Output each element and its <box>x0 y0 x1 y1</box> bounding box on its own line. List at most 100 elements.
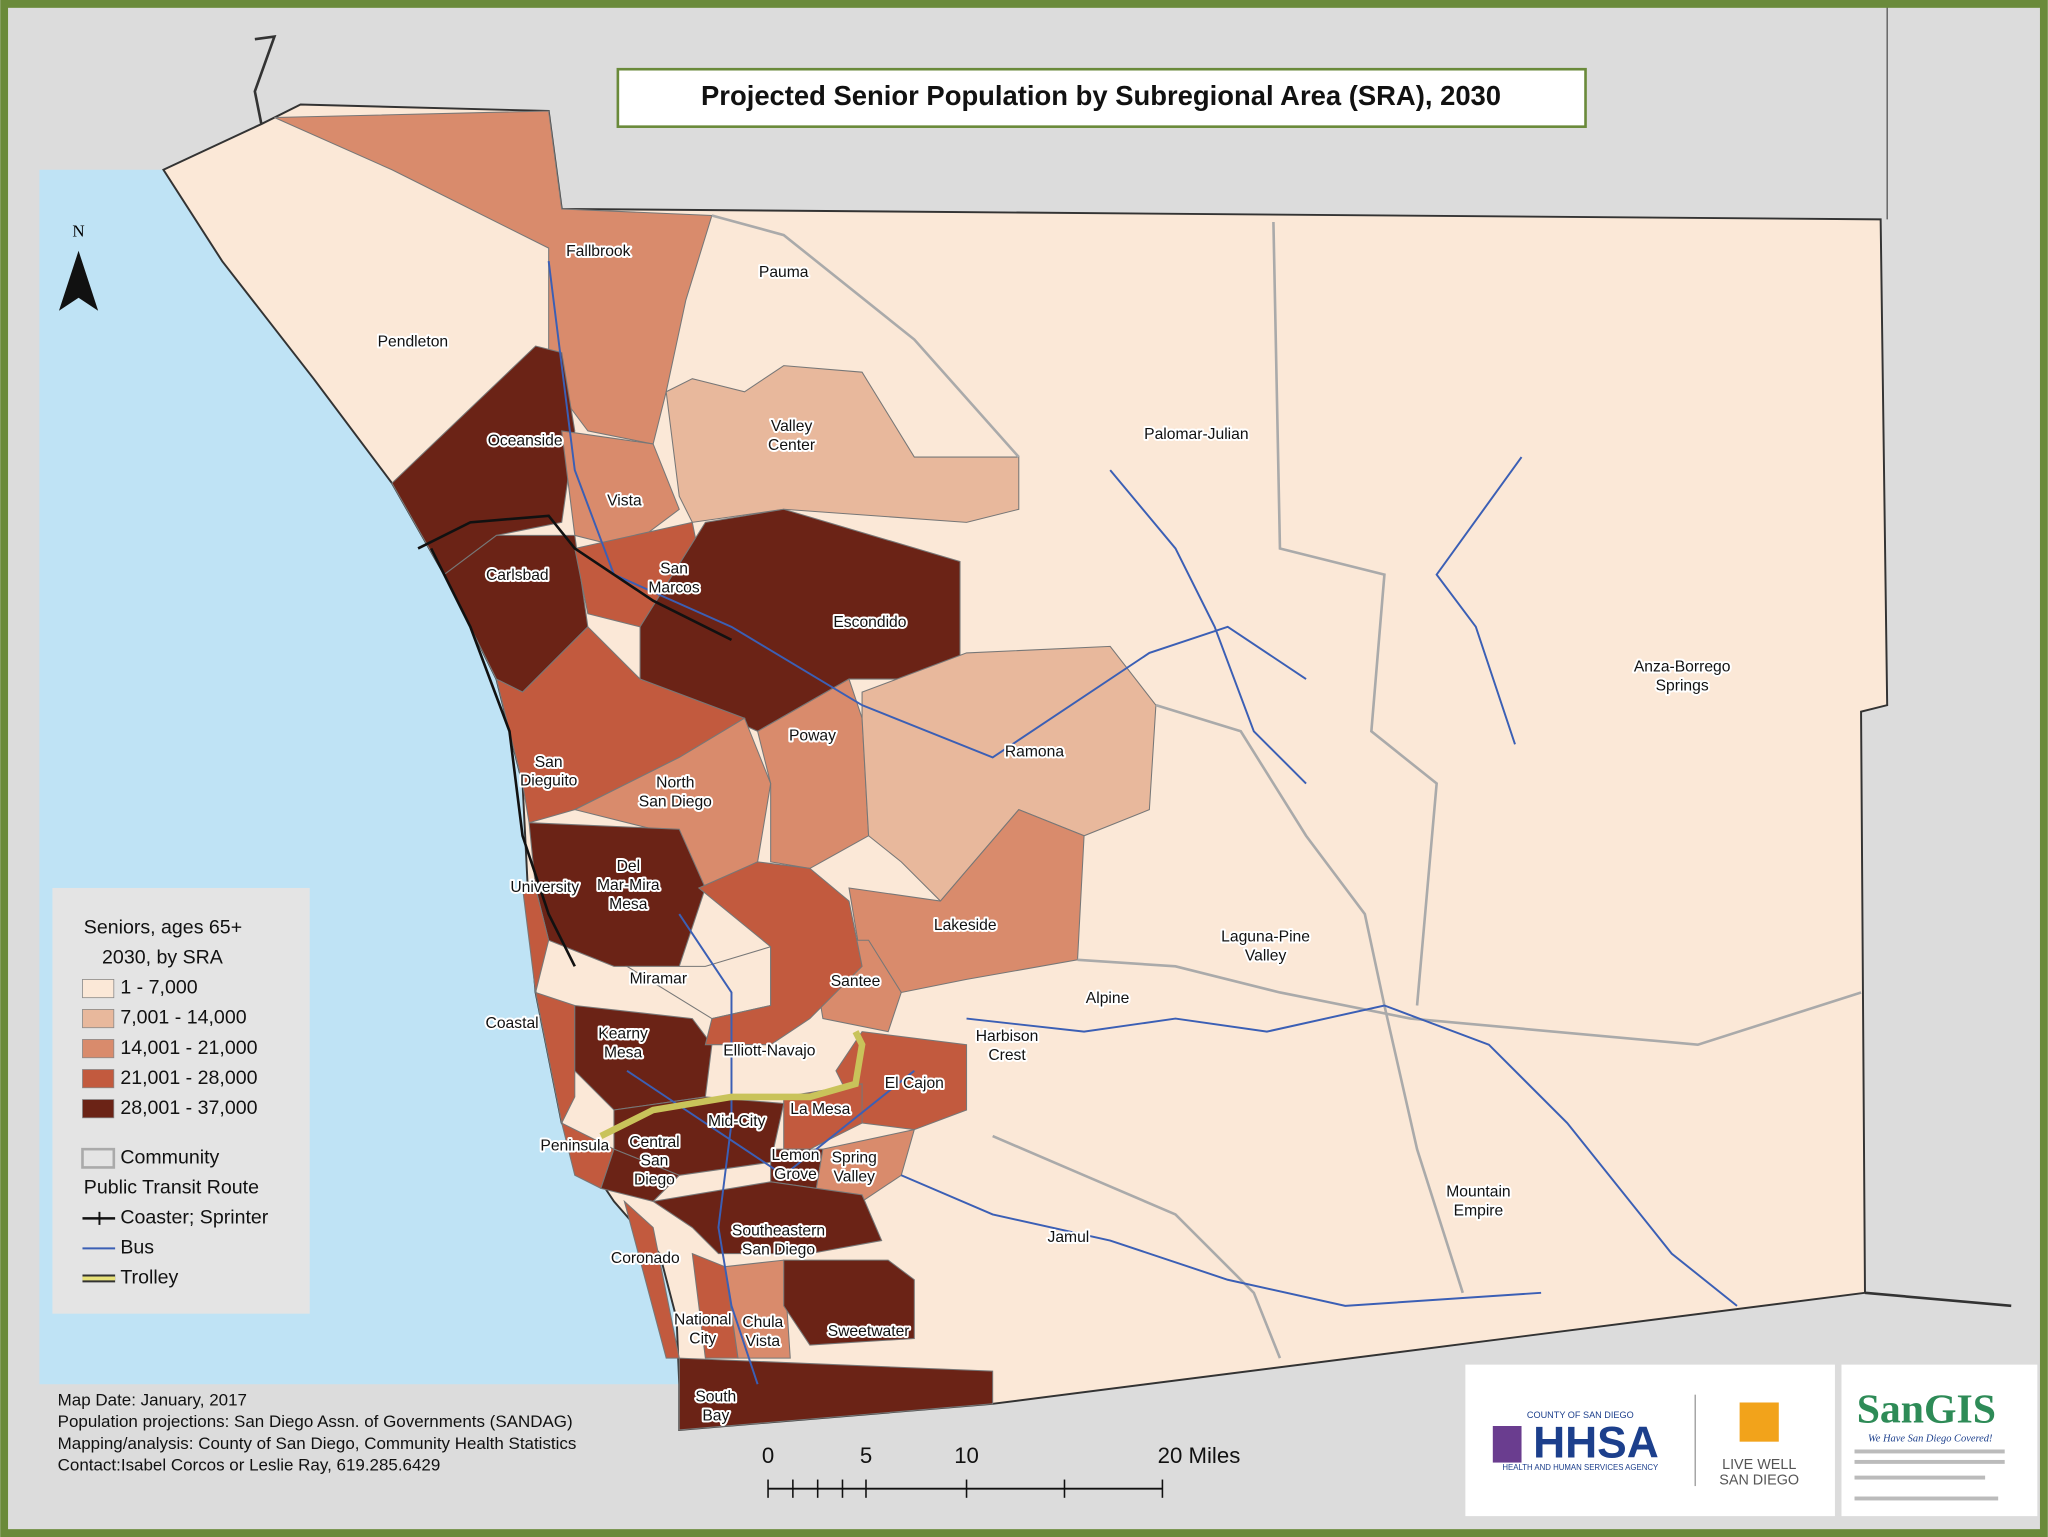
community-boundaries <box>711 214 1862 1359</box>
sra-label: Harbison <box>976 1028 1039 1045</box>
sra-label: Peninsula <box>540 1138 609 1155</box>
bus-routes <box>547 261 1738 1385</box>
sangis-tagline: We Have San Diego Covered! <box>1868 1433 1993 1444</box>
fineprint-line <box>1854 1449 2005 1454</box>
legend-swatch <box>82 979 115 999</box>
sra-label: Empire <box>1454 1202 1504 1219</box>
sra-label: San <box>660 560 688 577</box>
sra-label: Spring <box>832 1149 877 1166</box>
map-title: Projected Senior Population by Subregion… <box>701 80 1501 111</box>
live-well-icon <box>1739 1402 1779 1442</box>
sra-labels: Fallbrook Pauma Pendleton Valley Center Ocean… <box>376 241 1733 1426</box>
legend-swatch <box>82 1009 115 1029</box>
san-diego-text: SAN DIEGO <box>1719 1473 1799 1489</box>
sra-label: Dieguito <box>520 773 578 790</box>
scale-label: 5 <box>860 1443 872 1468</box>
sra-label: Laguna-Pine <box>1221 929 1310 946</box>
sra-label: San <box>535 754 563 771</box>
community-line <box>1155 703 1465 1294</box>
bus-route <box>1109 469 1307 785</box>
legend: Seniors, ages 65+ 2030, by SRA 1 - 7,000 7,… <box>52 887 310 1314</box>
sra-label: Coronado <box>611 1250 680 1267</box>
fineprint-line <box>1854 1475 1986 1480</box>
sra-label: Mesa <box>609 896 648 913</box>
sra-area <box>274 110 713 445</box>
legend-label: 21,001 - 28,000 <box>120 1067 257 1089</box>
sra-area <box>651 1181 883 1255</box>
sra-area <box>561 430 680 550</box>
trolley-route <box>599 1030 866 1140</box>
sra-label: Central <box>629 1134 679 1151</box>
community-line <box>992 1134 1282 1359</box>
sra-label: Mountain <box>1446 1183 1510 1200</box>
sangis-text: SanGIS <box>1857 1387 1996 1433</box>
sra-label: San <box>641 1153 669 1170</box>
county-text: COUNTY OF SAN DIEGO <box>1527 1410 1634 1420</box>
sra-label: Center <box>768 437 815 454</box>
legend-label: Bus <box>120 1237 154 1259</box>
fineprint-line <box>1854 1459 2005 1464</box>
sra-label: Oceanside <box>488 433 563 450</box>
sra-label: Jamul <box>1048 1229 1090 1246</box>
sra-label: Grove <box>774 1166 817 1183</box>
sra-label: Southeastern <box>732 1223 825 1240</box>
sra-label: Carlsbad <box>486 567 549 584</box>
sra-label: Crest <box>988 1047 1026 1064</box>
sra-area <box>678 1357 994 1431</box>
legend-label: 28,001 - 37,000 <box>120 1097 257 1119</box>
sangis-fineprint <box>1854 1449 2005 1501</box>
sra-area <box>783 1259 915 1346</box>
sra-label: Valley <box>833 1168 875 1185</box>
intl-border <box>1864 1291 2012 1308</box>
community-line <box>1272 221 1439 1006</box>
sra-label: Pendleton <box>378 333 449 350</box>
sra-label: Chula <box>742 1314 783 1331</box>
hhsa-text: HHSA <box>1533 1418 1659 1467</box>
footer-text: Population projections: San Diego Assn. … <box>58 1412 573 1431</box>
bus-route <box>547 261 1307 759</box>
sra-label: Vista <box>607 493 642 510</box>
north-label: N <box>72 221 84 240</box>
hhsa-icon <box>1492 1426 1522 1463</box>
footer-text: Mapping/analysis: County of San Diego, C… <box>58 1434 577 1453</box>
sra-label: Bay <box>702 1407 729 1424</box>
scale-label: 20 Miles <box>1158 1443 1241 1468</box>
bus-route <box>1435 456 1523 745</box>
sra-area <box>757 678 870 869</box>
sra-area <box>697 861 863 1046</box>
sra-label: Lakeside <box>934 917 997 934</box>
legend-label: 1 - 7,000 <box>120 977 197 999</box>
legend-swatch <box>82 1099 115 1119</box>
footer-text: Contact:Isabel Corcos or Leslie Ray, 619… <box>58 1455 441 1474</box>
sra-label: Valley <box>1245 948 1287 965</box>
scale-label: 10 <box>954 1443 979 1468</box>
sra-label: El Cajon <box>885 1075 944 1092</box>
fineprint-line <box>1854 1496 1999 1501</box>
sra-label: San Diego <box>742 1242 815 1259</box>
community-line <box>1077 958 1862 1047</box>
sra-label: Kearny <box>598 1025 648 1042</box>
sra-label: Alpine <box>1086 990 1130 1007</box>
footer-text: Map Date: January, 2017 <box>58 1391 247 1410</box>
sra-label: Palomar-Julian <box>1144 426 1248 443</box>
sra-label: Coastal <box>486 1015 539 1032</box>
sra-label: Pauma <box>759 264 809 281</box>
legend-label: Trolley <box>120 1267 178 1289</box>
scale-label: 0 <box>762 1443 774 1468</box>
sra-label: Mar-Mira <box>597 877 660 894</box>
sra-label: Valley <box>771 418 813 435</box>
sra-label: Lemon <box>772 1147 820 1164</box>
sra-area <box>815 1128 916 1202</box>
sra-label: Del <box>617 858 641 875</box>
sra-label: North <box>656 775 694 792</box>
sra-label: Poway <box>789 728 836 745</box>
sra-label: Anza-Borrego <box>1634 658 1731 675</box>
sra-label: Fallbrook <box>566 243 631 260</box>
sra-label: Sweetwater <box>828 1323 910 1340</box>
sra-label: Mid-City <box>708 1113 766 1130</box>
sra-label: Santee <box>831 973 881 990</box>
coaster-route <box>429 547 576 967</box>
sra-label: Marcos <box>648 579 699 596</box>
